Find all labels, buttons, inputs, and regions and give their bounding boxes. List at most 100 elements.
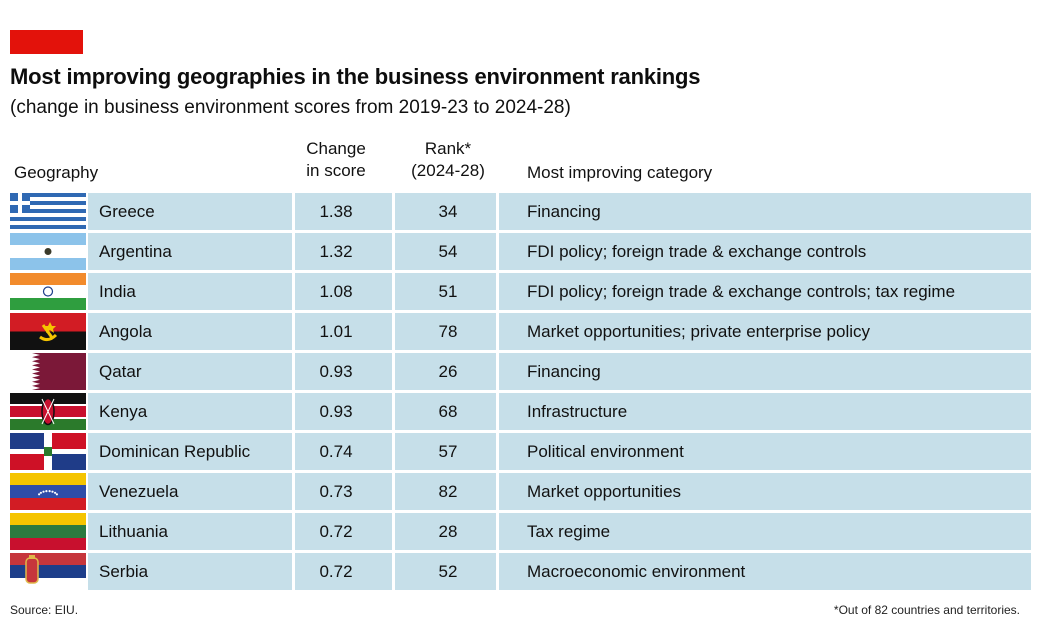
column-separator	[292, 313, 295, 350]
table-row: Kenya 0.93 68 Infrastructure	[10, 393, 1031, 430]
category-cell: FDI policy; foreign trade & exchange con…	[527, 242, 867, 261]
chart-subtitle: (change in business environment scores f…	[10, 97, 571, 118]
row-background	[88, 473, 1031, 510]
column-separator	[292, 193, 295, 230]
column-separator	[496, 313, 499, 350]
column-separator	[292, 513, 295, 550]
column-header-rank: Rank* (2024-28)	[402, 138, 494, 182]
column-separator	[392, 193, 395, 230]
change-cell: 1.01	[319, 322, 353, 341]
geography-cell: Argentina	[99, 242, 172, 261]
category-cell: Macroeconomic environment	[527, 562, 746, 581]
row-background	[88, 273, 1031, 310]
column-header-category: Most improving category	[527, 163, 713, 182]
change-cell: 0.93	[319, 402, 353, 421]
change-cell: 0.73	[319, 482, 353, 501]
column-separator	[392, 433, 395, 470]
category-cell: Political environment	[527, 442, 684, 461]
column-header-change: Change in score	[300, 138, 372, 182]
geography-cell: Greece	[99, 202, 155, 221]
dominican-republic-flag-icon	[10, 433, 86, 470]
column-separator	[292, 553, 295, 590]
category-cell: Tax regime	[527, 522, 611, 541]
row-background	[88, 513, 1031, 550]
serbia-flag-icon	[10, 553, 86, 590]
rank-cell: 54	[438, 242, 458, 261]
change-cell: 1.08	[319, 282, 353, 301]
column-separator	[496, 193, 499, 230]
category-cell: Financing	[527, 362, 601, 381]
venezuela-flag-icon	[10, 473, 86, 510]
column-header-rank-line1: Rank*	[424, 139, 472, 158]
kenya-flag-icon	[10, 393, 86, 430]
source-note: Source: EIU.	[10, 603, 79, 617]
column-separator	[392, 393, 395, 430]
rank-cell: 68	[438, 402, 458, 421]
change-cell: 1.32	[319, 242, 353, 261]
column-separator	[392, 273, 395, 310]
table-row: India 1.08 51 FDI policy; foreign trade & e…	[10, 273, 1031, 310]
india-flag-icon	[10, 273, 86, 310]
column-separator	[496, 353, 499, 390]
geography-cell: Dominican Republic	[99, 442, 251, 461]
change-cell: 0.72	[319, 562, 353, 581]
table-row: Dominican Republic 0.74 57 Political enviro…	[10, 433, 1031, 470]
change-cell: 0.74	[319, 442, 353, 461]
column-separator	[496, 553, 499, 590]
rankings-table: Greece 1.38 34 Financing Argentina 1.32 54 FDI …	[10, 193, 1031, 593]
rank-cell: 26	[438, 362, 458, 381]
column-separator	[292, 433, 295, 470]
geography-cell: Kenya	[99, 402, 148, 421]
column-header-change-line1: Change	[306, 139, 366, 158]
argentina-flag-icon	[10, 233, 86, 270]
row-background	[88, 433, 1031, 470]
change-cell: 0.72	[319, 522, 353, 541]
table-row: Angola 1.01 78 Market opportunities; privat…	[10, 313, 1031, 350]
geography-cell: India	[99, 282, 136, 301]
rank-cell: 82	[438, 482, 458, 501]
row-background	[88, 193, 1031, 230]
rank-cell: 51	[438, 282, 458, 301]
table-row: Qatar 0.93 26 Financing	[10, 353, 1031, 390]
row-background	[88, 353, 1031, 390]
table-row: Argentina 1.32 54 FDI policy; foreign trade…	[10, 233, 1031, 270]
row-background	[88, 233, 1031, 270]
greece-flag-icon	[10, 193, 86, 230]
geography-cell: Serbia	[99, 562, 149, 581]
column-separator	[392, 353, 395, 390]
qatar-flag-icon	[10, 353, 86, 390]
column-separator	[292, 393, 295, 430]
table-row: Greece 1.38 34 Financing	[10, 193, 1031, 230]
angola-flag-icon	[10, 313, 86, 350]
column-header-geography: Geography	[14, 163, 99, 182]
column-header-change-line2: in score	[306, 161, 366, 180]
rank-cell: 52	[438, 562, 458, 581]
column-header-rank-line2: (2024-28)	[411, 161, 485, 180]
geography-cell: Venezuela	[99, 482, 179, 501]
rank-cell: 78	[438, 322, 458, 341]
column-separator	[496, 473, 499, 510]
column-separator	[392, 473, 395, 510]
geography-cell: Angola	[99, 322, 152, 341]
column-separator	[496, 513, 499, 550]
column-separator	[496, 433, 499, 470]
row-background	[88, 553, 1031, 590]
column-separator	[292, 473, 295, 510]
change-cell: 0.93	[319, 362, 353, 381]
brand-red-tag	[10, 30, 83, 54]
column-separator	[496, 393, 499, 430]
category-cell: Financing	[527, 202, 601, 221]
category-cell: Market opportunities; private enterprise…	[527, 322, 870, 341]
column-separator	[292, 273, 295, 310]
column-separator	[392, 233, 395, 270]
category-cell: Infrastructure	[527, 402, 628, 421]
table-row: Serbia 0.72 52 Macroeconomic environment	[10, 553, 1031, 590]
footnote: *Out of 82 countries and territories.	[833, 603, 1020, 617]
geography-cell: Qatar	[99, 362, 142, 381]
lithuania-flag-icon	[10, 513, 86, 550]
column-separator	[392, 513, 395, 550]
column-separator	[392, 313, 395, 350]
column-separator	[292, 353, 295, 390]
table-row: Venezuela 0.73 82 Market opportunities	[10, 473, 1031, 510]
category-cell: FDI policy; foreign trade & exchange con…	[527, 282, 956, 301]
